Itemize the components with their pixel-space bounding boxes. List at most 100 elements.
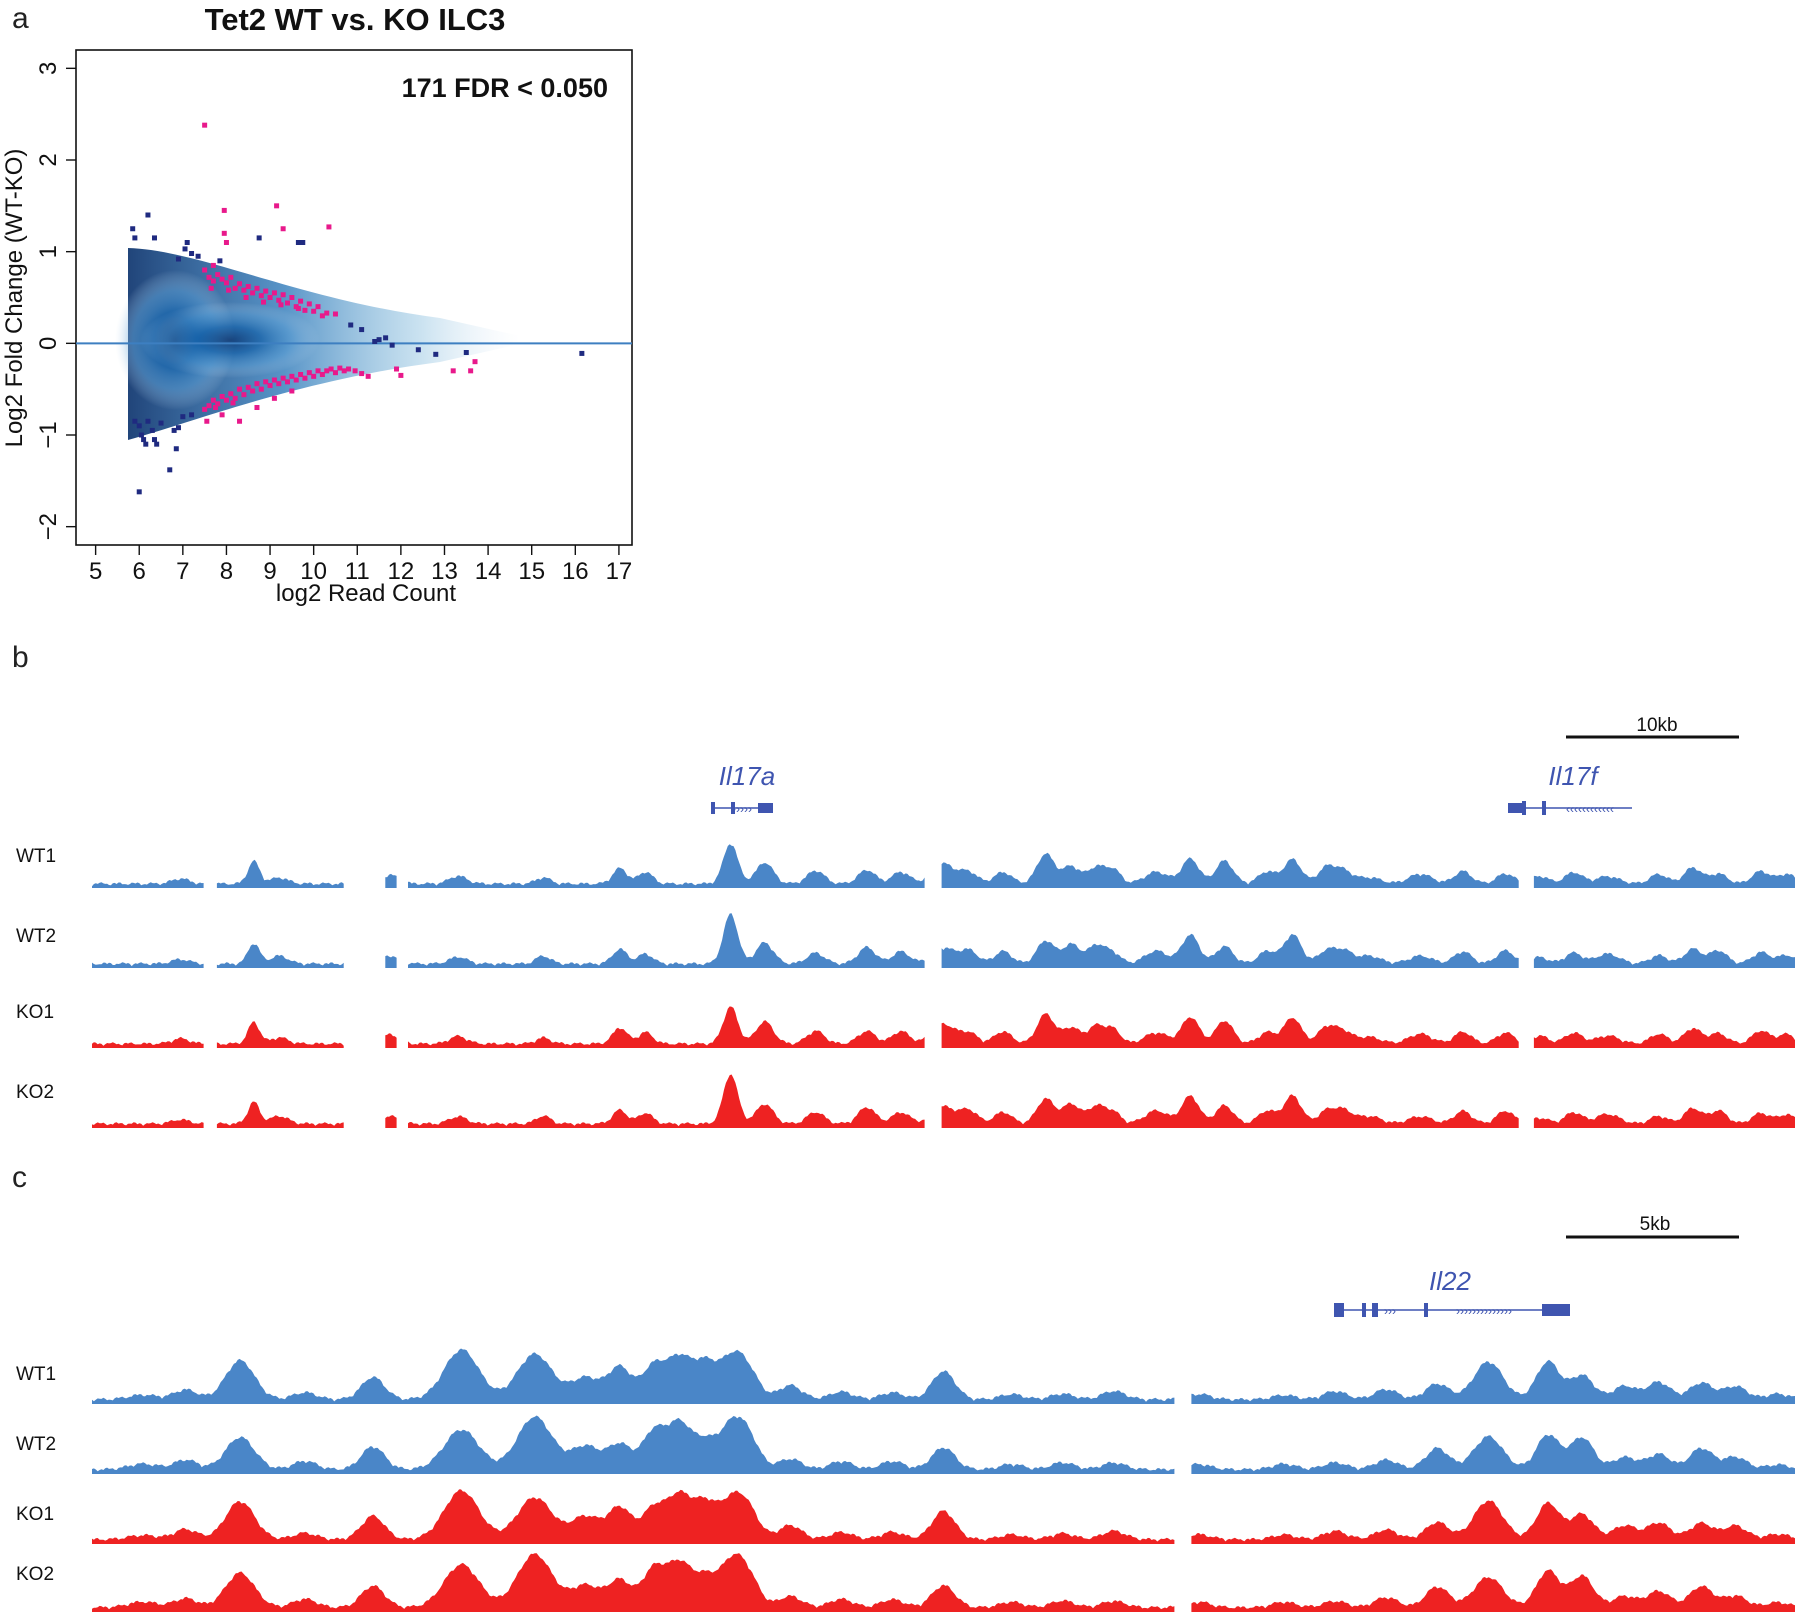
sig-point-5	[223, 240, 229, 245]
sig-point-72	[324, 368, 330, 374]
y-axis-label: Log2 Fold Change (WT-KO)	[1, 149, 28, 448]
sig-point-47	[215, 401, 221, 407]
sig-point-17	[245, 284, 251, 289]
sig-point-71	[319, 372, 325, 377]
sig-point-25	[280, 292, 286, 298]
sig-point-69	[311, 373, 317, 379]
track-ko2-signal-0	[92, 1553, 1175, 1612]
scale-bar-label-10kb: 10kb	[1636, 715, 1677, 736]
plot-frame	[75, 49, 633, 546]
track-label-c-ko1: KO1	[16, 1504, 54, 1525]
track-label-b-wt2: WT2	[16, 926, 56, 947]
sig-point-31	[306, 301, 312, 307]
sig-point-43	[210, 262, 216, 268]
outlier-point-15	[372, 339, 378, 344]
outlier-point-2	[145, 212, 151, 218]
sig-point-57	[258, 386, 264, 392]
tracks-il17	[92, 844, 1795, 1128]
sig-point-77	[346, 366, 352, 372]
sig-point-36	[208, 285, 214, 291]
track-wt1-signal-0	[92, 1348, 1175, 1404]
x-tick-label-5: 5	[89, 558, 102, 585]
x-tick-label-17: 17	[606, 558, 633, 585]
sig-point-90	[271, 395, 277, 401]
sig-point-4	[326, 224, 332, 230]
track-wt1-signal-3	[408, 844, 925, 888]
sig-point-12	[223, 280, 229, 286]
sig-point-13	[228, 274, 234, 280]
track-wt1-signal-1	[1191, 1359, 1795, 1404]
x-tick-label-9: 9	[263, 558, 276, 585]
gene-label-il22: Il22	[1429, 1266, 1471, 1296]
sig-point-18	[250, 290, 256, 296]
y-tick-label-3: 3	[35, 62, 62, 75]
outlier-point-6	[184, 240, 190, 245]
x-tick-label-13: 13	[431, 558, 458, 585]
sig-point-93	[230, 400, 236, 406]
gene-model-il17f: ‹‹‹‹‹‹‹‹‹‹‹‹	[1508, 801, 1632, 816]
track-ko2-signal-3	[408, 1074, 925, 1128]
sig-point-68	[306, 370, 312, 376]
track-wt2-signal-0	[92, 1415, 1175, 1474]
panel-label-b: b	[12, 641, 29, 674]
x-tick-label-11: 11	[345, 558, 370, 585]
sig-point-76	[341, 368, 347, 374]
sig-point-52	[237, 386, 243, 392]
outlier-point-20	[433, 351, 439, 357]
outlier-point-19	[415, 347, 421, 353]
x-axis: 5 6 7 8 9 10 11 12 13 14 15 16 17	[89, 545, 632, 585]
sig-point-34	[324, 310, 330, 316]
track-wt1-signal-2	[385, 873, 397, 888]
sig-point-89	[254, 405, 260, 410]
track-ko1-signal-1	[216, 1021, 344, 1048]
density-core-2	[140, 302, 320, 378]
sig-point-73	[328, 366, 334, 372]
svg-text:›››: ›››	[1384, 1304, 1396, 1318]
outlier-point-33	[173, 446, 179, 452]
y-tick-label--2: −2	[35, 513, 62, 540]
sig-point-39	[261, 299, 267, 305]
outlier-point-31	[167, 467, 173, 473]
sig-point-67	[302, 375, 308, 381]
sig-point-22	[267, 295, 273, 300]
sig-point-74	[332, 370, 338, 376]
sig-point-64	[289, 373, 295, 379]
track-wt2-signal-1	[1191, 1434, 1795, 1474]
sig-point-20	[258, 293, 264, 299]
sig-point-27	[289, 295, 295, 300]
track-ko1-signal-0	[92, 1036, 204, 1048]
outlier-point-29	[154, 441, 160, 447]
track-ko1-signal-1	[1191, 1500, 1795, 1544]
sig-point-16	[241, 287, 247, 293]
track-wt2-signal-0	[92, 958, 204, 968]
outlier-point-28	[149, 427, 155, 433]
track-ko1-signal-5	[1533, 1027, 1795, 1048]
sig-point-8	[206, 274, 212, 280]
outlier-point-0	[130, 226, 136, 232]
scale-bar-label-5kb: 5kb	[1640, 1214, 1671, 1235]
outlier-point-1	[132, 235, 138, 241]
sig-point-91	[289, 388, 295, 394]
track-wt1-signal-5	[1533, 866, 1795, 888]
track-wt2-signal-1	[216, 944, 344, 968]
outlier-point-13	[348, 322, 354, 328]
outlier-point-8	[195, 253, 201, 259]
track-wt1-signal-0	[92, 878, 204, 888]
sig-point-2	[274, 203, 280, 209]
sig-point-0	[202, 122, 208, 128]
sig-point-78	[352, 368, 358, 374]
sig-point-59	[267, 383, 273, 388]
y-tick-label-0: 0	[35, 337, 62, 350]
sig-point-46	[210, 397, 216, 403]
sig-point-53	[241, 392, 247, 398]
sig-point-88	[237, 418, 243, 424]
track-label-c-wt1: WT1	[16, 1364, 56, 1385]
track-label-b-ko1: KO1	[16, 1002, 54, 1023]
outlier-point-37	[143, 441, 149, 447]
ma-points	[130, 122, 585, 495]
outlier-point-38	[151, 437, 157, 443]
outlier-point-9	[217, 258, 223, 264]
sig-point-60	[271, 377, 277, 383]
genome-browser-il17: 10kb Il17a ››››› Il17f ‹‹‹‹‹‹‹‹‹‹‹‹ WT1 …	[16, 715, 1795, 1128]
